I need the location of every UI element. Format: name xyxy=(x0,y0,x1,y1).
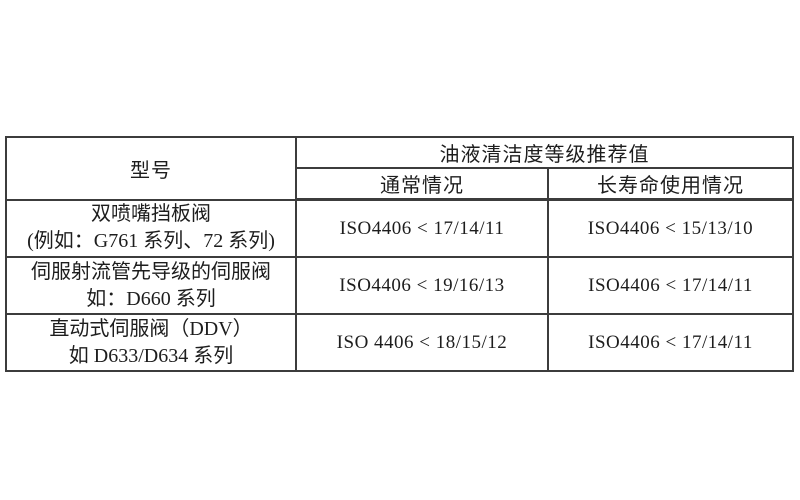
normal-case-value-cell: ISO 4406 < 18/15/12 xyxy=(295,313,549,372)
long-life-column-header: 长寿命使用情况 xyxy=(547,167,794,201)
normal-case-value-cell: ISO4406 < 17/14/11 xyxy=(295,198,549,258)
model-cell: 双喷嘴挡板阀 (例如：G761 系列、72 系列) xyxy=(5,198,297,258)
model-name: 双喷嘴挡板阀 xyxy=(91,203,211,226)
model-examples: 如 D633/D634 系列 xyxy=(68,344,234,367)
long-life-value-cell: ISO4406 < 15/13/10 xyxy=(547,198,794,258)
header-row-group: 型号 油液清洁度等级推荐值 xyxy=(5,136,794,201)
table-row: 双喷嘴挡板阀 (例如：G761 系列、72 系列) ISO4406 < 17/1… xyxy=(5,198,794,258)
long-life-value-cell: ISO4406 < 17/14/11 xyxy=(547,256,794,315)
cleanliness-group-header: 油液清洁度等级推荐值 xyxy=(295,136,794,169)
table-row: 直动式伺服阀（DDV） 如 D633/D634 系列 ISO 4406 < 18… xyxy=(5,313,794,372)
model-name: 伺服射流管先导级的伺服阀 xyxy=(31,260,271,283)
model-cell: 直动式伺服阀（DDV） 如 D633/D634 系列 xyxy=(5,313,297,372)
oil-cleanliness-table: 型号 油液清洁度等级推荐值 通常情况 长寿命使用情况 双喷嘴挡板阀 (例如：G7… xyxy=(5,136,794,372)
model-column-header: 型号 xyxy=(5,136,297,201)
long-life-value-cell: ISO4406 < 17/14/11 xyxy=(547,313,794,372)
model-examples: (例如：G761 系列、72 系列) xyxy=(27,230,275,253)
table-row: 伺服射流管先导级的伺服阀 如：D660 系列 ISO4406 < 19/16/1… xyxy=(5,256,794,315)
model-examples: 如：D660 系列 xyxy=(86,287,216,310)
normal-case-column-header: 通常情况 xyxy=(295,167,549,201)
model-name: 直动式伺服阀（DDV） xyxy=(49,317,253,340)
header-row-sub: 通常情况 长寿命使用情况 xyxy=(6,167,794,201)
normal-case-value-cell: ISO4406 < 19/16/13 xyxy=(295,256,549,315)
model-cell: 伺服射流管先导级的伺服阀 如：D660 系列 xyxy=(5,256,297,315)
